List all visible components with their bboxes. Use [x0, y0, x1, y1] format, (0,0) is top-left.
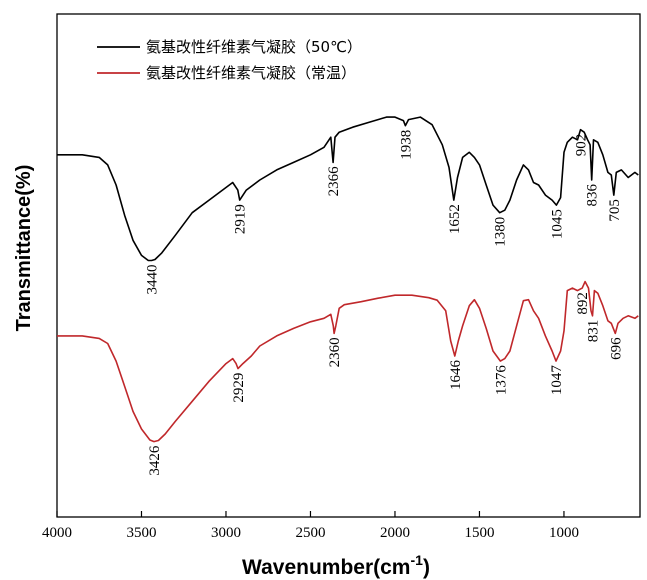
peak-label-1652: 1652	[447, 204, 463, 234]
legend: 氨基改性纤维素气凝胶（50℃） 氨基改性纤维素气凝胶（常温）	[97, 38, 362, 82]
y-axis-title: Transmittance(%)	[13, 165, 35, 332]
x-axis-title: Wavenumber(cm-1)	[242, 552, 430, 579]
series-layer	[57, 116, 639, 443]
x-tick-label-2500: 2500	[295, 525, 325, 541]
peak-label-902: 902	[574, 134, 590, 157]
peak-label-892: 892	[575, 292, 591, 315]
legend-label-room-temp: 氨基改性纤维素气凝胶（常温）	[146, 64, 356, 82]
x-tick-label-4000: 4000	[42, 525, 72, 541]
series-line-0	[57, 116, 639, 262]
peak-label-1938: 1938	[398, 130, 414, 160]
x-tick-label-1000: 1000	[549, 525, 579, 541]
x-tick-label-3000: 3000	[211, 525, 241, 541]
peak-label-1045: 1045	[549, 209, 565, 239]
peak-label-1646: 1646	[448, 360, 464, 391]
peak-annotations: 3440 2919 2366 1938 1652 1380 1045 902 836 705 342…	[145, 130, 625, 476]
plot-frame	[56, 13, 641, 518]
peak-label-696: 696	[608, 337, 624, 360]
peak-label-1047: 1047	[549, 365, 565, 396]
peak-label-2360: 2360	[327, 337, 343, 367]
x-axis-ticks: 4000 3500 3000 2500 2000 1500 1000	[42, 511, 579, 541]
peak-label-836: 836	[585, 184, 601, 207]
peak-label-3426: 3426	[147, 445, 163, 476]
x-tick-label-1500: 1500	[464, 525, 494, 541]
x-tick-label-2000: 2000	[380, 525, 410, 541]
legend-label-50c: 氨基改性纤维素气凝胶（50℃）	[146, 38, 362, 56]
peak-label-2929: 2929	[231, 373, 247, 403]
series-line-1	[57, 280, 639, 443]
x-tick-label-3500: 3500	[126, 525, 156, 541]
peak-label-2919: 2919	[233, 204, 249, 234]
peak-label-2366: 2366	[326, 166, 342, 197]
peak-label-705: 705	[607, 199, 623, 222]
peak-label-1376: 1376	[493, 365, 509, 396]
peak-label-831: 831	[586, 320, 602, 343]
peak-label-3440: 3440	[145, 265, 161, 295]
peak-label-1380: 1380	[493, 217, 509, 247]
